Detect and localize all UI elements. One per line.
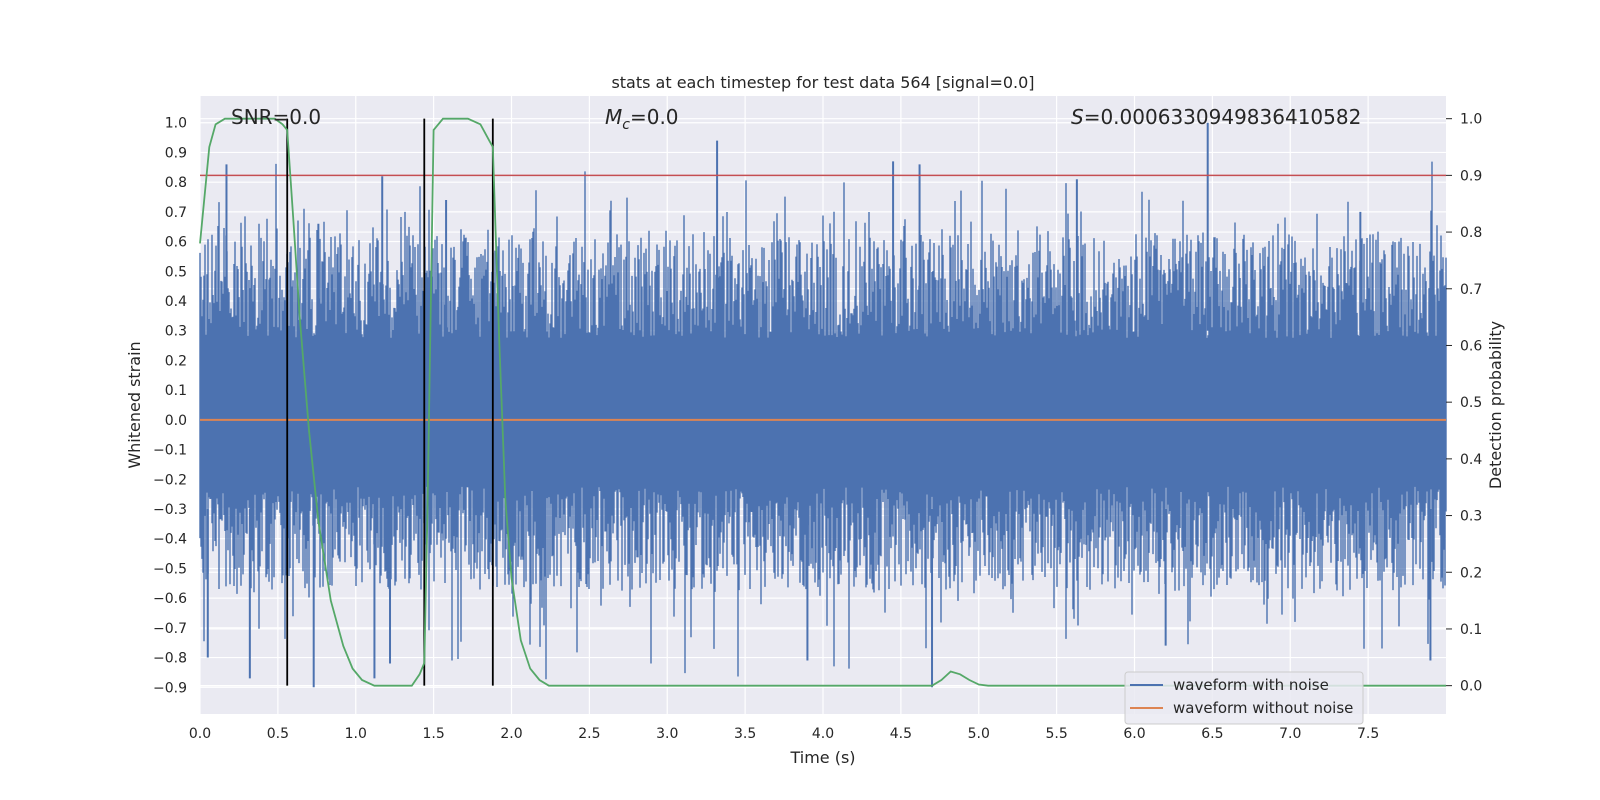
mc-annotation: Mc=0.0: [605, 105, 679, 133]
vertical-markers: [286, 118, 494, 686]
y-right-tick-label: 0.4: [1460, 452, 1482, 468]
snr-annotation: SNR=0.0: [231, 105, 321, 129]
y-tick-label: 0.6: [165, 235, 187, 251]
x-tick-label: 0.5: [267, 726, 289, 742]
series-detection-probability: [199, 117, 1446, 687]
noise-core-band: [200, 345, 1446, 480]
x-tick-label: 7.5: [1357, 726, 1379, 742]
y-right-tick-label: 0.5: [1460, 395, 1482, 411]
x-tick-label: 1.5: [422, 726, 444, 742]
y-right-tick-label: 0.3: [1460, 509, 1482, 525]
waveform-with-noise-spikes: [206, 122, 1432, 688]
x-tick-label: 7.0: [1279, 726, 1301, 742]
y-right-tick-label: 0.9: [1460, 168, 1482, 184]
x-tick-label: 6.0: [1123, 726, 1145, 742]
x-tick-label: 2.0: [500, 726, 522, 742]
x-tick-label: 5.5: [1045, 726, 1067, 742]
x-tick-label: 3.5: [734, 726, 756, 742]
y-right-tick-label: 0.1: [1460, 622, 1482, 638]
y-tick-label: −0.2: [153, 472, 187, 488]
y-tick-label: 0.1: [165, 383, 187, 399]
legend-box: [1124, 671, 1364, 725]
y-tick-label: 0.5: [165, 264, 187, 280]
x-axis-label: Time (s): [789, 748, 855, 767]
series-waveform-with-noise: [199, 161, 1447, 680]
y-tick-label: −0.9: [153, 680, 187, 696]
y-right-tick-label: 0.0: [1460, 679, 1482, 695]
legend-label-waveform-with-noise: waveform with noise: [1173, 676, 1329, 694]
y-right-tick-label: 1.0: [1460, 112, 1482, 128]
x-tick-label: 0.0: [189, 726, 211, 742]
x-tick-label: 4.5: [890, 726, 912, 742]
y-tick-label: −0.5: [153, 561, 187, 577]
y-tick-label: −0.7: [153, 621, 187, 637]
mc-subscript: c: [622, 117, 630, 133]
legend-label-waveform-without-noise: waveform without noise: [1173, 699, 1353, 717]
y-tick-label: −0.3: [153, 502, 187, 518]
x-tick-label: 2.5: [578, 726, 600, 742]
legend: waveform with noise waveform without noi…: [1124, 671, 1364, 725]
y-right-tick-label: 0.2: [1460, 565, 1482, 581]
y-tick-label: −0.6: [153, 591, 187, 607]
y-tick-label: 0.8: [165, 175, 187, 191]
y-tick-label: 0.2: [165, 353, 187, 369]
y-axis-right-label: Detection probability: [1486, 321, 1505, 489]
mc-symbol: M: [605, 105, 622, 129]
y-axis-right-ticks: 0.0 0.1 0.2 0.3 0.4 0.5 0.6 0.7 0.8 0.9 1.0: [1446, 112, 1482, 695]
x-axis-ticks: 0.0 0.5 1.0 1.5 2.0 2.5 3.0 3.5 4.0 4.5 5.0 5.5 6.0 6…: [189, 726, 1379, 742]
s-symbol: S: [1071, 105, 1084, 129]
y-tick-label: −0.4: [153, 532, 187, 548]
x-tick-label: 6.5: [1201, 726, 1223, 742]
y-tick-label: 0.7: [165, 205, 187, 221]
s-value: =0.000633094983641058​2: [1084, 105, 1362, 129]
y-tick-label: 1.0: [165, 116, 187, 132]
x-tick-label: 3.0: [656, 726, 678, 742]
mc-value: =0.0: [630, 105, 679, 129]
x-tick-label: 1.0: [345, 726, 367, 742]
y-tick-label: 0.0: [165, 413, 187, 429]
y-right-tick-label: 0.7: [1460, 282, 1482, 298]
x-tick-label: 4.0: [812, 726, 834, 742]
chart-title: stats at each timestep for test data 564…: [611, 73, 1034, 92]
y-tick-label: −0.8: [153, 651, 187, 667]
y-tick-label: −0.1: [153, 443, 187, 459]
y-right-tick-label: 0.6: [1460, 338, 1482, 354]
x-tick-label: 5.0: [968, 726, 990, 742]
y-right-tick-label: 0.8: [1460, 225, 1482, 241]
y-axis-label: Whitened strain: [125, 341, 144, 468]
y-tick-label: 0.3: [165, 324, 187, 340]
s-annotation: S=0.000633094983641058​2: [1071, 105, 1361, 129]
y-axis-ticks: −0.9 −0.8 −0.7 −0.6 −0.5 −0.4 −0.3 −0.2 −0.1 0.0 0…: [153, 116, 187, 697]
y-tick-label: 0.4: [165, 294, 187, 310]
y-tick-label: 0.9: [165, 145, 187, 161]
